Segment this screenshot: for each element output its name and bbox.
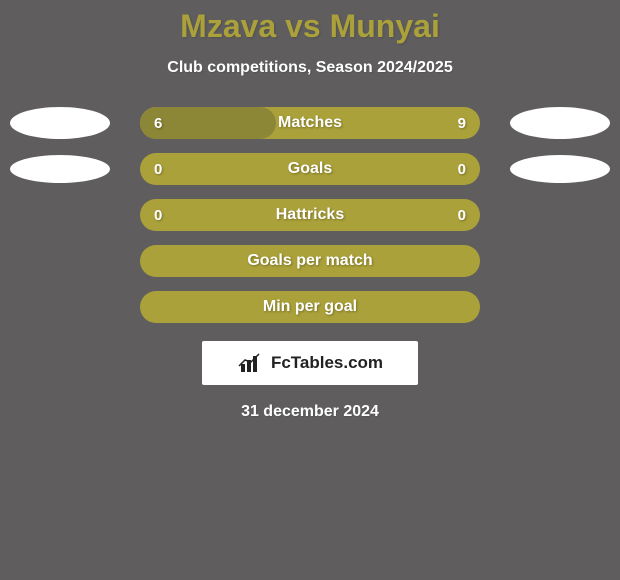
stat-bar: Min per goal — [140, 291, 480, 323]
page-title: Mzava vs Munyai — [0, 8, 620, 45]
logo-badge: FcTables.com — [202, 341, 418, 385]
player-left-avatar — [10, 107, 110, 139]
logo-text: FcTables.com — [271, 353, 383, 373]
stat-label: Goals per match — [140, 252, 480, 270]
stat-rows: 6 Matches 9 0 Goals 0 0 Hattricks 0 — [0, 107, 620, 323]
player-right-avatar — [510, 155, 610, 183]
stat-row-goals-per-match: Goals per match — [0, 245, 620, 277]
subtitle: Club competitions, Season 2024/2025 — [0, 59, 620, 77]
stat-right-value: 9 — [458, 115, 466, 132]
chart-icon — [237, 352, 265, 374]
stat-row-min-per-goal: Min per goal — [0, 291, 620, 323]
stat-right-value: 0 — [458, 207, 466, 224]
stat-bar: 0 Hattricks 0 — [140, 199, 480, 231]
player-right-avatar — [510, 107, 610, 139]
stat-label: Min per goal — [140, 298, 480, 316]
stat-label: Hattricks — [140, 206, 480, 224]
comparison-card: Mzava vs Munyai Club competitions, Seaso… — [0, 0, 620, 580]
stat-bar: 6 Matches 9 — [140, 107, 480, 139]
date-label: 31 december 2024 — [0, 403, 620, 421]
stat-row-goals: 0 Goals 0 — [0, 153, 620, 185]
stat-label: Goals — [140, 160, 480, 178]
player-left-avatar — [10, 155, 110, 183]
stat-label: Matches — [140, 114, 480, 132]
stat-row-matches: 6 Matches 9 — [0, 107, 620, 139]
stat-row-hattricks: 0 Hattricks 0 — [0, 199, 620, 231]
stat-bar: Goals per match — [140, 245, 480, 277]
stat-bar: 0 Goals 0 — [140, 153, 480, 185]
stat-right-value: 0 — [458, 161, 466, 178]
